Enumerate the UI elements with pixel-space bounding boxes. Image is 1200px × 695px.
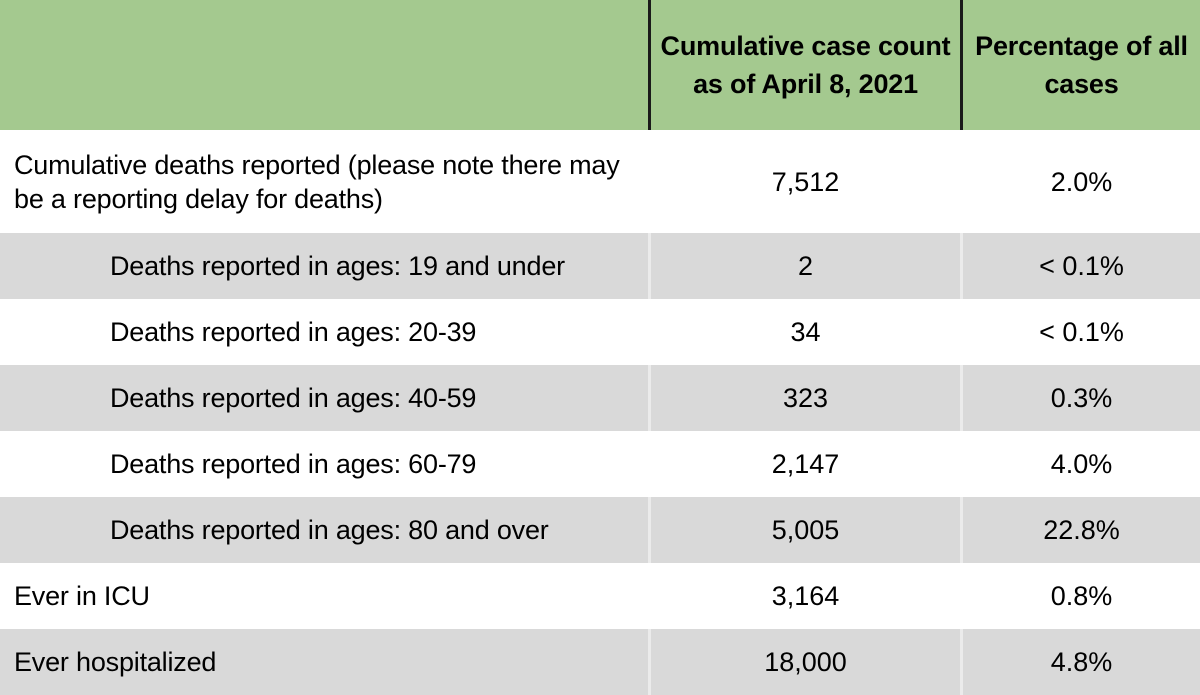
row-label: Deaths reported in ages: 19 and under	[110, 251, 565, 281]
row-label-cell: Ever in ICU	[0, 563, 648, 629]
row-label: Deaths reported in ages: 60-79	[110, 449, 477, 479]
table-row-deaths-80-and-over: Deaths reported in ages: 80 and over 5,0…	[0, 497, 1200, 563]
header-case-count-label: Cumulative case count as of April 8, 202…	[660, 31, 951, 99]
row-label: Deaths reported in ages: 20-39	[110, 317, 477, 347]
row-label-cell: Deaths reported in ages: 19 and under	[0, 233, 648, 299]
row-count-cell: 18,000	[648, 629, 960, 695]
row-count: 18,000	[764, 647, 847, 677]
row-label: Deaths reported in ages: 40-59	[110, 383, 477, 413]
table-header-row: Cumulative case count as of April 8, 202…	[0, 0, 1200, 130]
row-label: Ever hospitalized	[14, 647, 217, 677]
row-percentage-cell: 22.8%	[960, 497, 1200, 563]
row-percentage-cell: 2.0%	[960, 130, 1200, 233]
table-row-cumulative-deaths: Cumulative deaths reported (please note …	[0, 130, 1200, 233]
row-percentage: 4.8%	[1050, 647, 1113, 677]
row-percentage: 0.8%	[1050, 581, 1113, 611]
row-count: 3,164	[771, 581, 840, 611]
row-count-cell: 323	[648, 365, 960, 431]
header-empty-cell	[0, 0, 648, 130]
row-count: 323	[782, 383, 829, 413]
row-count: 34	[790, 317, 821, 347]
table-row-deaths-60-79: Deaths reported in ages: 60-79 2,147 4.0…	[0, 431, 1200, 497]
row-count-cell: 3,164	[648, 563, 960, 629]
row-label: Deaths reported in ages: 80 and over	[110, 515, 549, 545]
header-cumulative-case-count: Cumulative case count as of April 8, 202…	[648, 0, 960, 130]
header-percentage-label: Percentage of all cases	[975, 31, 1188, 99]
row-count-cell: 34	[648, 299, 960, 365]
header-percentage-of-all-cases: Percentage of all cases	[960, 0, 1200, 130]
row-count-cell: 2	[648, 233, 960, 299]
table-row-ever-in-icu: Ever in ICU 3,164 0.8%	[0, 563, 1200, 629]
row-count-cell: 5,005	[648, 497, 960, 563]
row-percentage: 4.0%	[1050, 449, 1113, 479]
row-count: 7,512	[771, 166, 840, 197]
row-percentage: 0.3%	[1050, 383, 1113, 413]
row-percentage: < 0.1%	[1039, 317, 1124, 347]
row-percentage-cell: < 0.1%	[960, 233, 1200, 299]
row-percentage-cell: 0.3%	[960, 365, 1200, 431]
row-label-cell: Deaths reported in ages: 60-79	[0, 431, 648, 497]
row-label: Ever in ICU	[14, 581, 150, 611]
row-percentage-cell: < 0.1%	[960, 299, 1200, 365]
row-percentage-cell: 4.8%	[960, 629, 1200, 695]
row-count: 2	[797, 251, 814, 281]
row-label-cell: Deaths reported in ages: 80 and over	[0, 497, 648, 563]
table-row-ever-hospitalized: Ever hospitalized 18,000 4.8%	[0, 629, 1200, 695]
row-percentage: < 0.1%	[1039, 251, 1124, 281]
table-row-deaths-20-39: Deaths reported in ages: 20-39 34 < 0.1%	[0, 299, 1200, 365]
row-percentage-cell: 0.8%	[960, 563, 1200, 629]
row-label-cell: Deaths reported in ages: 40-59	[0, 365, 648, 431]
row-label-cell: Ever hospitalized	[0, 629, 648, 695]
table-row-deaths-40-59: Deaths reported in ages: 40-59 323 0.3%	[0, 365, 1200, 431]
row-label: Cumulative deaths reported (please note …	[14, 149, 620, 214]
row-label-cell: Cumulative deaths reported (please note …	[0, 130, 648, 233]
row-count: 2,147	[771, 449, 840, 479]
table-row-deaths-19-and-under: Deaths reported in ages: 19 and under 2 …	[0, 233, 1200, 299]
row-count-cell: 7,512	[648, 130, 960, 233]
row-percentage: 22.8%	[1043, 515, 1120, 545]
row-percentage: 2.0%	[1050, 166, 1113, 197]
row-label-cell: Deaths reported in ages: 20-39	[0, 299, 648, 365]
row-count-cell: 2,147	[648, 431, 960, 497]
row-percentage-cell: 4.0%	[960, 431, 1200, 497]
row-count: 5,005	[771, 515, 840, 545]
